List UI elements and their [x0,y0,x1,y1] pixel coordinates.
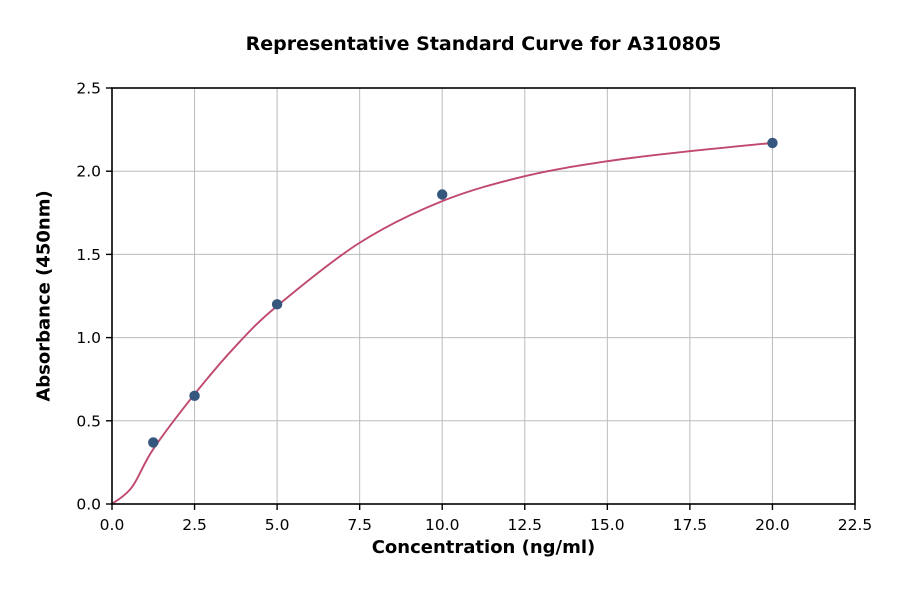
y-tick-label: 0.0 [76,496,101,514]
x-tick-label: 5.0 [265,516,290,534]
data-point [437,189,448,200]
x-tick-label: 0.0 [100,516,125,534]
plot-border [111,87,856,505]
x-axis-label: Concentration (ng/ml) [371,537,596,558]
data-point [271,299,283,310]
x-tick-label: 22.5 [838,516,873,534]
y-tick-label: 1.5 [76,246,101,264]
fit-curve [111,141,773,505]
data-point [189,390,200,402]
y-tick-label: 2.5 [76,80,101,98]
x-tick-label: 12.5 [508,516,543,534]
chart-title: Representative Standard Curve for A31080… [245,33,722,55]
x-tick-label: 10.0 [425,516,460,534]
x-tick-label: 17.5 [673,516,708,534]
y-tick-label: 2.0 [76,163,101,181]
data-point [148,437,159,448]
x-tick-label: 15.0 [590,516,625,534]
x-tick-label: 7.5 [347,516,372,534]
x-tick-label: 20.0 [755,516,790,534]
x-tick-label: 2.5 [182,516,207,534]
y-tick-label: 1.0 [76,329,101,347]
y-tick-label: 0.5 [76,412,101,430]
data-point [767,137,778,149]
